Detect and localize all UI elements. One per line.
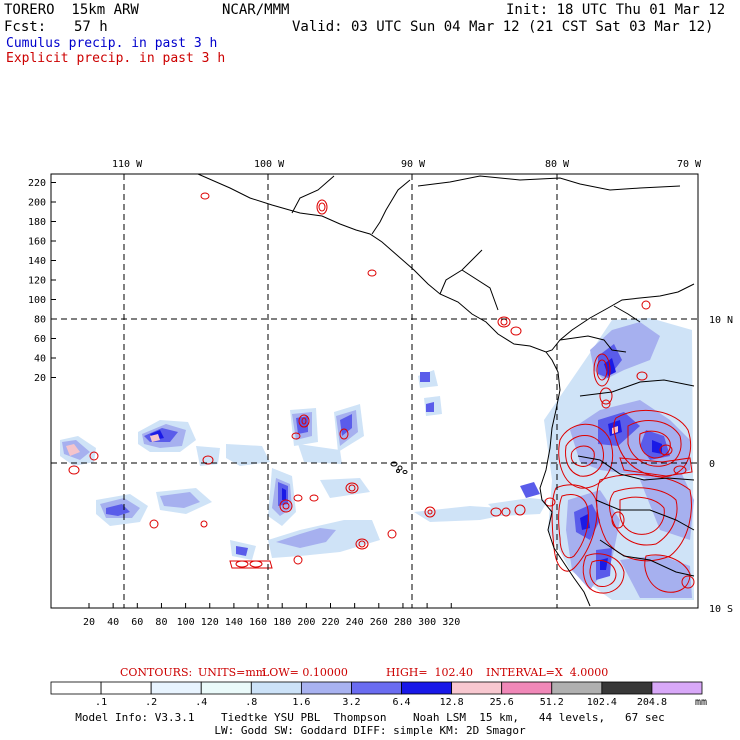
x-tick-label: 140 bbox=[225, 617, 243, 628]
colorbar-label: 102.4 bbox=[587, 697, 617, 708]
colorbar-label: 204.8 bbox=[637, 697, 667, 708]
contours-label: CONTOURS: bbox=[120, 666, 193, 679]
colorbar-label: 51.2 bbox=[540, 697, 564, 708]
colorbar-swatch bbox=[50, 681, 102, 695]
lon-label: 90 W bbox=[401, 159, 426, 170]
cumulus-legend-line: Cumulus precip. in past 3 h bbox=[6, 36, 218, 51]
map-border bbox=[50, 173, 699, 609]
lon-label: 110 W bbox=[112, 159, 143, 170]
footer-physics: LW: Godd SW: Goddard DIFF: simple KM: 2D… bbox=[214, 724, 526, 737]
x-tick-label: 120 bbox=[201, 617, 219, 628]
contours-high: HIGH= 102.40 bbox=[386, 666, 474, 679]
colorbar-swatch bbox=[100, 681, 152, 695]
colorbar-swatch bbox=[150, 681, 202, 695]
colorbar-label: .1 bbox=[95, 697, 107, 708]
y-tick-label: 220 bbox=[28, 178, 46, 189]
colorbar-unit: mm bbox=[695, 697, 708, 708]
valid-time: Valid: 03 UTC Sun 04 Mar 12 (21 CST Sat … bbox=[292, 19, 714, 35]
lat-label: 0 bbox=[709, 459, 715, 470]
model-title: TORERO 15km ARW bbox=[4, 2, 139, 18]
explicit-legend-line: Explicit precip. in past 3 h bbox=[6, 51, 226, 66]
forecast-label: Fcst: bbox=[4, 19, 47, 35]
explicit-contour-layer bbox=[68, 192, 695, 594]
colorbar-swatch bbox=[401, 681, 453, 695]
colorbar-label: .8 bbox=[245, 697, 257, 708]
colorbar-swatch bbox=[250, 681, 302, 695]
y-tick-label: 20 bbox=[34, 373, 46, 384]
y-tick-label: 180 bbox=[28, 217, 46, 228]
colorbar-swatch bbox=[451, 681, 503, 695]
graticule bbox=[51, 174, 698, 608]
lat-label: 10 S bbox=[709, 604, 733, 615]
contours-interval: INTERVAL=X 4.0000 bbox=[486, 666, 609, 679]
x-tick-label: 40 bbox=[107, 617, 119, 628]
colorbar-swatch bbox=[200, 681, 252, 695]
colorbar-label: .4 bbox=[195, 697, 207, 708]
x-tick-label: 20 bbox=[83, 617, 95, 628]
x-tick-label: 240 bbox=[346, 617, 364, 628]
colorbar-label: .2 bbox=[145, 697, 157, 708]
x-tick-label: 260 bbox=[370, 617, 388, 628]
org-label: NCAR/MMM bbox=[222, 2, 290, 18]
y-tick-label: 80 bbox=[34, 315, 46, 326]
x-tick-label: 160 bbox=[249, 617, 267, 628]
y-axis-ticks: 220 200 180 160 140 120 100 80 60 40 20 bbox=[28, 178, 56, 384]
x-tick-label: 280 bbox=[394, 617, 412, 628]
colorbar-swatch bbox=[501, 681, 553, 695]
x-tick-label: 80 bbox=[155, 617, 167, 628]
footer-model-info: Model Info: V3.3.1 Tiedtke YSU PBL Thomp… bbox=[75, 711, 665, 724]
init-time: Init: 18 UTC Thu 01 Mar 12 bbox=[506, 2, 726, 18]
y-tick-label: 140 bbox=[28, 256, 46, 267]
contours-low: LOW= 0.10000 bbox=[262, 666, 348, 679]
colorbar-swatch bbox=[551, 681, 603, 695]
contours-units: UNITS=mm bbox=[198, 666, 267, 679]
x-axis-ticks: 20 40 60 80 100 120 140 160 180 200 220 240 260 280 30… bbox=[83, 603, 460, 628]
x-tick-label: 100 bbox=[177, 617, 195, 628]
colorbar-swatch bbox=[351, 681, 402, 695]
y-tick-label: 40 bbox=[34, 354, 46, 365]
y-tick-label: 200 bbox=[28, 198, 46, 209]
colorbar: .1 .2 .4 .8 1.6 3.2 6.4 12.8 25.6 51.2 102.4 204.8 bbox=[50, 681, 703, 708]
x-tick-label: 300 bbox=[418, 617, 436, 628]
lon-label: 80 W bbox=[545, 159, 570, 170]
x-tick-label: 320 bbox=[442, 617, 460, 628]
y-tick-label: 160 bbox=[28, 237, 46, 248]
lon-label: 70 W bbox=[677, 159, 702, 170]
x-tick-label: 220 bbox=[321, 617, 339, 628]
lon-label: 100 W bbox=[254, 159, 285, 170]
colorbar-label: 6.4 bbox=[393, 697, 411, 708]
x-tick-label: 60 bbox=[131, 617, 143, 628]
y-tick-label: 60 bbox=[34, 334, 46, 345]
colorbar-label: 25.6 bbox=[490, 697, 514, 708]
coastline-layer bbox=[197, 174, 695, 607]
x-tick-label: 180 bbox=[273, 617, 291, 628]
colorbar-swatch bbox=[601, 681, 653, 695]
colorbar-label: 1.6 bbox=[292, 697, 310, 708]
colorbar-label: 12.8 bbox=[440, 697, 464, 708]
lat-label: 10 N bbox=[709, 315, 733, 326]
colorbar-label: 3.2 bbox=[342, 697, 360, 708]
y-tick-label: 100 bbox=[28, 295, 46, 306]
x-tick-label: 200 bbox=[297, 617, 315, 628]
forecast-hour: 57 h bbox=[74, 19, 108, 35]
y-tick-label: 120 bbox=[28, 276, 46, 287]
colorbar-swatch bbox=[300, 681, 352, 695]
colorbar-swatch bbox=[651, 681, 703, 695]
